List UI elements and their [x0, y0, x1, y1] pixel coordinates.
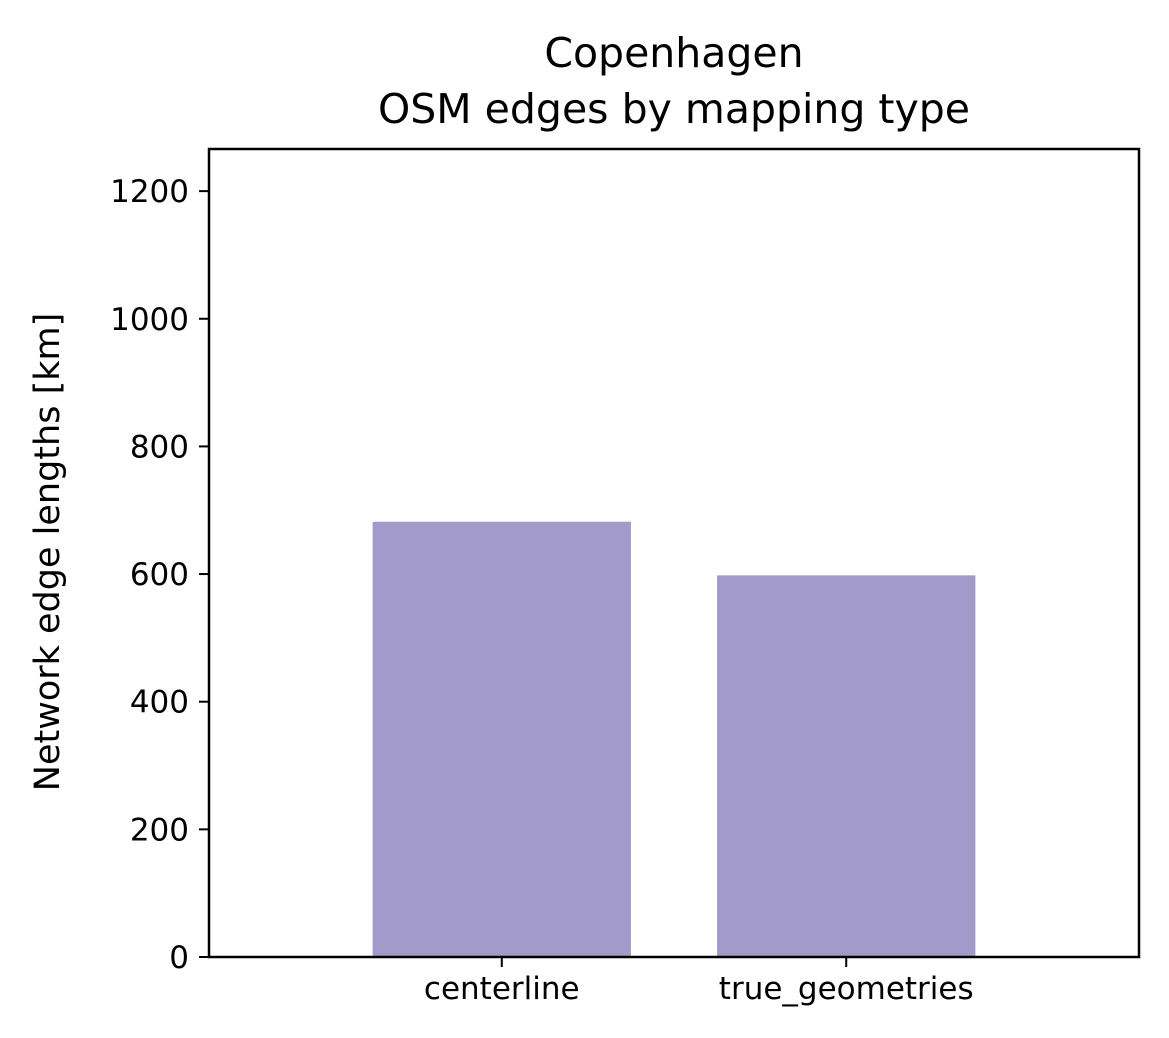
y-tick-label: 1200	[110, 174, 189, 210]
bar-true_geometries	[717, 575, 976, 957]
y-tick-label: 800	[130, 429, 189, 465]
y-tick-label: 200	[130, 812, 189, 848]
chart-title-line-1: Copenhagen	[544, 29, 803, 77]
x-tick-label: centerline	[424, 971, 580, 1007]
plot-frame	[207, 147, 1141, 959]
chart-title-line-2: OSM edges by mapping type	[378, 85, 970, 133]
bars-layer	[372, 521, 976, 957]
x-tick-label: true_geometries	[719, 971, 974, 1007]
y-tick-label: 600	[130, 557, 189, 593]
y-tick-label: 400	[130, 685, 189, 721]
y-tick-label: 0	[169, 940, 189, 976]
y-axis-label: Network edge lengths [km]	[28, 313, 68, 791]
ticks-layer: centerline true_geometries 0 200 400 600 800 10…	[110, 174, 974, 1007]
y-tick-label: 1000	[110, 302, 189, 338]
bar-centerline	[372, 521, 631, 957]
